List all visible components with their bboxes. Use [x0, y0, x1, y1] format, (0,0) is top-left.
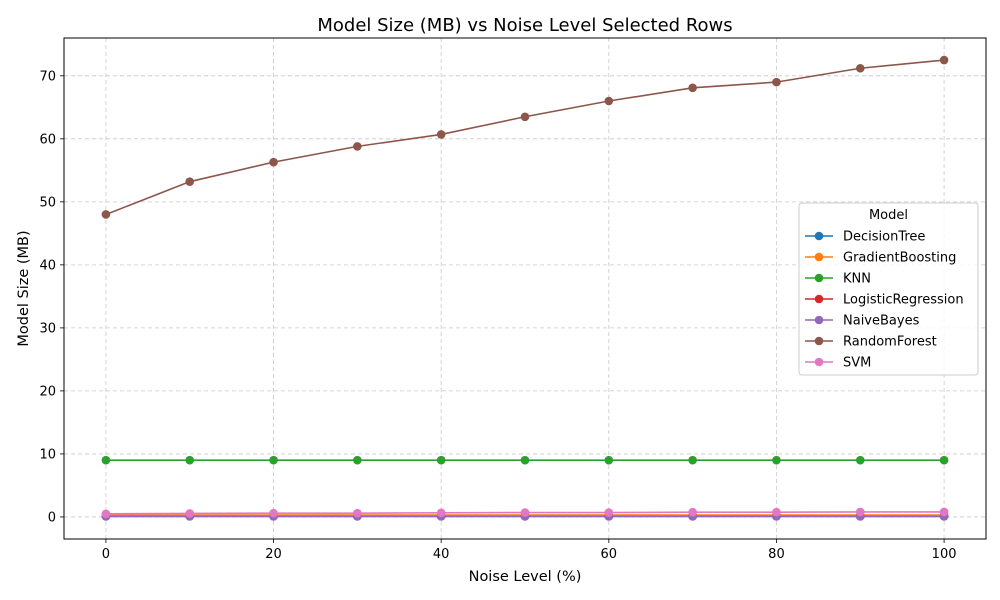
data-point-knn	[101, 455, 111, 465]
y-tick-label: 60	[39, 132, 56, 147]
data-point-svm	[436, 508, 446, 518]
legend-label-randomforest: RandomForest	[843, 335, 937, 350]
data-point-knn	[939, 455, 949, 465]
data-point-svm	[688, 507, 697, 517]
legend: Model DecisionTree GradientBoosting KNN Log…	[798, 202, 979, 376]
x-tick-label: 100	[932, 547, 957, 562]
data-point-svm	[520, 508, 530, 517]
x-tick-label: 80	[768, 547, 785, 562]
data-point-randomforest	[688, 83, 697, 93]
legend-items: DecisionTree GradientBoosting KNN LogisticR…	[805, 230, 964, 371]
legend-label-knn: KNN	[843, 272, 871, 287]
legend-marker-randomforest	[814, 336, 824, 346]
data-point-svm	[185, 509, 195, 518]
data-point-randomforest	[772, 77, 781, 87]
data-point-knn	[520, 455, 530, 465]
legend-label-logisticregression: LogisticRegression	[843, 293, 964, 308]
data-point-svm	[855, 507, 865, 517]
data-point-knn	[353, 455, 362, 465]
data-point-svm	[604, 508, 614, 517]
data-point-randomforest	[604, 96, 614, 106]
legend-marker-naivebayes	[814, 315, 824, 325]
data-point-randomforest	[185, 177, 195, 186]
data-point-randomforest	[101, 210, 111, 219]
data-point-randomforest	[520, 112, 530, 122]
y-tick-label: 40	[39, 258, 56, 273]
y-tick-label: 0	[48, 510, 56, 525]
data-point-knn	[436, 455, 446, 465]
y-tick-label: 50	[39, 195, 56, 210]
y-tick-label: 70	[39, 69, 56, 84]
y-tick-label: 30	[39, 321, 56, 336]
data-point-svm	[269, 508, 278, 518]
data-point-knn	[604, 455, 614, 465]
x-tick-label: 40	[433, 547, 450, 562]
legend-marker-logisticregression	[814, 294, 824, 304]
legend-title: Model	[869, 208, 908, 223]
data-point-svm	[772, 507, 781, 517]
axis-ticks: 0 20 40 60 80 100 0 10 20 30 40 50 60 70	[39, 69, 956, 562]
data-point-svm	[353, 508, 362, 518]
legend-marker-decisiontree	[814, 231, 824, 241]
data-point-randomforest	[436, 130, 446, 139]
legend-marker-svm	[814, 357, 824, 367]
data-point-knn	[688, 455, 697, 465]
legend-marker-knn	[814, 273, 824, 283]
data-point-randomforest	[269, 157, 278, 167]
x-tick-label: 20	[265, 547, 282, 562]
legend-label-svm: SVM	[843, 356, 871, 371]
legend-label-decisiontree: DecisionTree	[843, 230, 925, 245]
legend-label-gradientboosting: GradientBoosting	[843, 251, 956, 266]
x-tick-label: 0	[102, 547, 110, 562]
data-point-svm	[939, 507, 949, 517]
plot-area-frame	[63, 37, 987, 540]
x-tick-label: 60	[601, 547, 618, 562]
series-points	[101, 55, 949, 521]
data-point-knn	[855, 455, 865, 465]
y-tick-label: 20	[39, 384, 56, 399]
legend-marker-gradientboosting	[814, 252, 824, 262]
data-point-knn	[269, 455, 278, 465]
data-point-randomforest	[939, 55, 949, 65]
data-point-randomforest	[353, 142, 362, 151]
data-point-knn	[772, 455, 781, 465]
data-point-knn	[185, 455, 195, 465]
x-axis-title: Noise Level (%)	[469, 569, 582, 585]
y-tick-label: 10	[39, 447, 56, 462]
y-axis-title: Model Size (MB)	[16, 230, 32, 346]
legend-label-naivebayes: NaiveBayes	[843, 314, 920, 329]
legend-box	[798, 202, 979, 376]
data-point-randomforest	[855, 63, 865, 73]
data-point-svm	[101, 509, 111, 519]
chart-title: Model Size (MB) vs Noise Level Selected …	[317, 15, 732, 36]
